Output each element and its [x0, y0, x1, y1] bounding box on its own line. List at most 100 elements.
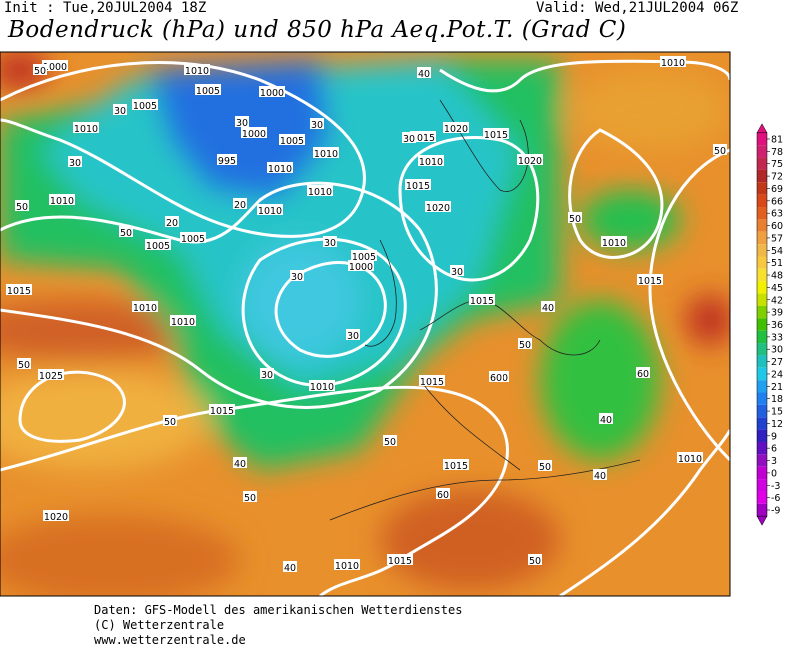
isobar-label: 1000: [349, 262, 373, 273]
temperature-label: 20: [166, 218, 178, 229]
color-bar-cell: [757, 132, 767, 146]
color-bar-label: 51: [771, 258, 783, 269]
isobar: [241, 237, 407, 387]
isobar-label-box: [660, 56, 686, 67]
isobar-label-box: [309, 380, 335, 391]
color-bar-cell: [757, 392, 767, 405]
temperature-label-box: [243, 491, 257, 502]
color-bar-label: 57: [771, 233, 783, 244]
isobar-label-box: [195, 84, 221, 95]
isobar-label: 1020: [444, 124, 468, 135]
isobar-label-box: [267, 162, 293, 173]
isobar-label: 1010: [314, 149, 338, 160]
color-bar-cell: [757, 318, 767, 331]
footer-source: Daten: GFS-Modell des amerikanischen Wet…: [94, 603, 463, 617]
color-bar-cell: [757, 466, 767, 480]
color-bar-cell: [757, 305, 767, 319]
color-bar-cell: [757, 404, 767, 418]
isobar-label-box: [132, 301, 158, 312]
temperature-label-box: [165, 216, 179, 227]
isobar-label: 1005: [181, 234, 205, 245]
isobar-label: 995: [218, 156, 236, 167]
isobar-label: 1025: [39, 371, 63, 382]
isobar-label-box: [425, 201, 451, 212]
isobar-label: 1015: [484, 130, 508, 141]
isobar-label-box: [387, 554, 413, 565]
color-bar-label: 0: [771, 468, 777, 479]
color-bar-cell: [757, 380, 767, 393]
temperature-label-box: [233, 198, 247, 209]
isobar-label: 1015: [7, 286, 31, 297]
temperature-label-box: [346, 329, 360, 340]
color-bar-label: 42: [771, 295, 783, 306]
temperature-label: 30: [236, 118, 248, 129]
temperature-label: 30: [69, 158, 81, 169]
color-bar-label: 66: [771, 196, 783, 207]
temperature-label-box: [323, 236, 337, 247]
isobar-label: 1015: [420, 377, 444, 388]
temperature-label-box: [290, 270, 304, 281]
color-bar-cell: [757, 169, 767, 183]
isobar-label-box: [351, 250, 377, 261]
isobar: [0, 61, 366, 238]
color-bar-cell: [757, 367, 767, 381]
isobar-label-box: [405, 179, 431, 190]
color-bar-cell: [757, 182, 767, 195]
temperature-label: 40: [600, 415, 612, 426]
temperature-label: 30: [311, 120, 323, 131]
temperature-label: 50: [244, 493, 256, 504]
color-bar-top-cap: [756, 123, 768, 134]
color-bar-cell: [757, 293, 767, 306]
isobar-label: 1010: [661, 58, 685, 69]
color-bar-label: 39: [771, 308, 783, 319]
color-bar-cell: [757, 268, 767, 282]
isobar: [274, 261, 387, 358]
color-bar-label: 63: [771, 209, 783, 220]
color-bar-bottom-cap: [756, 515, 768, 526]
temperature-label-box: [528, 554, 542, 565]
isobar-label: 1010: [74, 124, 98, 135]
color-bar-cell: [757, 454, 767, 467]
temperature-label-box: [17, 358, 31, 369]
color-bar-label: 30: [771, 345, 783, 356]
isobar-label: 1010: [310, 382, 334, 393]
isobar-label-box: [483, 128, 509, 139]
temperature-label: 30: [403, 134, 415, 145]
temperature-label: 40: [284, 563, 296, 574]
isobar: [18, 370, 126, 443]
color-bar-cell: [757, 256, 767, 269]
isobar-label-box: [601, 236, 627, 247]
color-bar-label: 18: [771, 394, 783, 405]
temperature-label-box: [68, 156, 82, 167]
temperature-label: 50: [569, 214, 581, 225]
color-bar-label: 9: [771, 431, 777, 442]
temperature-label-box: [417, 67, 431, 78]
isobar-label-box: [348, 260, 374, 271]
temperature-label-box: [260, 368, 274, 379]
color-bar-label: 72: [771, 172, 783, 183]
temperature-label-box: [113, 104, 127, 115]
isobar-label: 1010: [133, 303, 157, 314]
isobar-label: 1015: [388, 556, 412, 567]
footer-copyright: (C) Wetterzentrale: [94, 618, 225, 632]
isobar-label: 1010: [678, 454, 702, 465]
isobar-label-box: [170, 315, 196, 326]
temperature-label: 50: [164, 417, 176, 428]
temperature-label-box: [713, 144, 727, 155]
isobar-label-box: [42, 60, 68, 71]
isobar-label: 1015: [470, 296, 494, 307]
temperature-label: 30: [347, 331, 359, 342]
temperature-label: 60: [437, 490, 449, 501]
isobar-label-box: [279, 134, 305, 145]
color-bar: 8178757269666360575451484542393633302724…: [756, 123, 783, 526]
temperature-label-box: [233, 457, 247, 468]
init-time: Init : Tue,20JUL2004 18Z: [4, 0, 207, 16]
temperature-label: 50: [714, 146, 726, 157]
temperature-label: 60: [490, 373, 502, 384]
temperature-label-box: [283, 561, 297, 572]
color-bar-label: 21: [771, 382, 783, 393]
isobar-label-box: [73, 122, 99, 133]
isobar-label: 1005: [280, 136, 304, 147]
isobar-label: 1020: [44, 512, 68, 523]
